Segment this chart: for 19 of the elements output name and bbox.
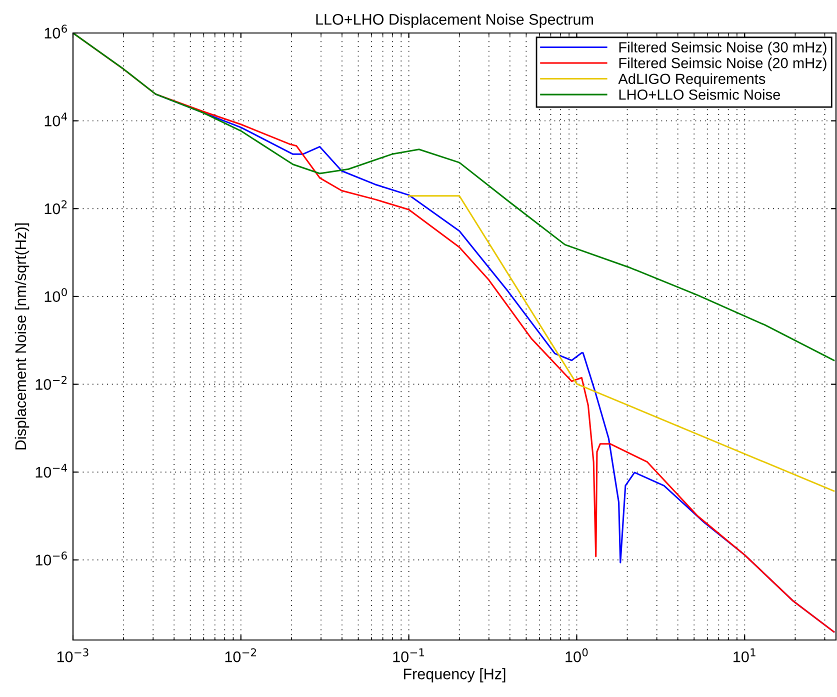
y-tick-label: 10$^{0}$ — [44, 288, 67, 302]
legend-label: AdLIGO Requirements — [618, 73, 766, 87]
legend-label: LHO+LLO Seismic Noise — [619, 89, 780, 100]
x-axis-title: Frequency [Hz] — [404, 668, 506, 682]
x-tick-label: 10$^{−2}$ — [225, 648, 256, 662]
y-tick-label: 10$^{−2}$ — [36, 376, 67, 390]
y-tick-label: 10$^{−4}$ — [36, 464, 67, 478]
y-tick-label: 10$^{−6}$ — [36, 552, 67, 566]
legend-label: Filtered Seimsic Noise (20 mHz) — [619, 58, 826, 72]
y-tick-label: 10$^{6}$ — [44, 24, 67, 39]
y-tick-label: 10$^{2}$ — [44, 200, 67, 214]
x-tick-label: 10$^{−1}$ — [393, 648, 424, 662]
y-axis-title: Displacement Noise [nm/sqrt(Hz)] — [14, 223, 30, 450]
y-tick-label: 10$^{4}$ — [44, 112, 68, 126]
chart-title: LLO+LHO Displacement Noise Spectrum — [316, 14, 593, 28]
x-tick-label: 10$^{0}$ — [566, 648, 588, 662]
x-tick-label: 10$^{1}$ — [734, 648, 756, 662]
legend-label: Filtered Seimsic Noise (30 mHz) — [619, 42, 826, 56]
x-tick-label: 10$^{−3}$ — [57, 648, 88, 662]
